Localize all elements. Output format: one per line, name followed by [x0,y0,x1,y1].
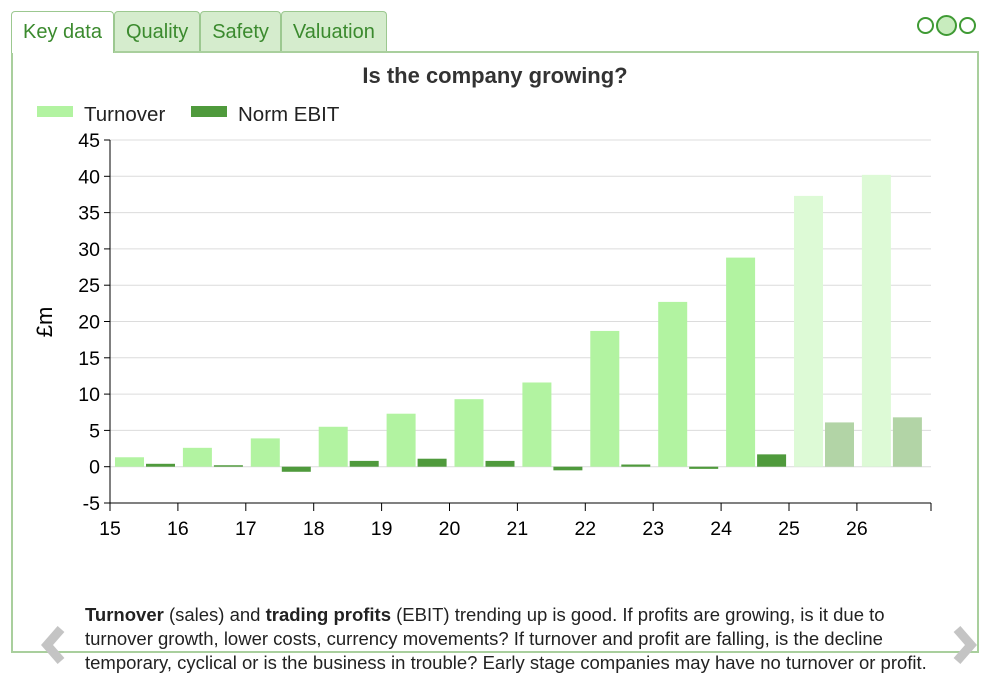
x-tick-label: 22 [574,518,596,540]
y-axis-label: £m [32,307,57,338]
page-dot-1[interactable] [917,17,934,34]
bar-ebit-20 [485,460,515,467]
caption-term-trading-profits: trading profits [265,604,391,625]
y-tick-label: 25 [78,275,100,297]
tab-quality[interactable]: Quality [113,11,201,52]
bar-turnover-18 [318,426,348,467]
legend-swatch-1 [191,106,227,117]
bar-ebit-23 [689,466,719,469]
chart-caption: Turnover (sales) and trading profits (EB… [85,603,943,675]
legend-label-0: Turnover [84,103,165,126]
bar-ebit-21 [553,466,583,471]
x-tick-label: 23 [642,518,664,540]
bar-ebit-22 [621,464,651,467]
y-tick-label: -5 [83,493,100,515]
bar-ebit-16 [213,465,243,467]
x-tick-label: 25 [778,518,800,540]
y-tick-label: 45 [78,130,100,152]
bar-turnover-23 [658,301,688,467]
bar-turnover-19 [386,413,416,467]
tab-valuation[interactable]: Valuation [280,11,387,52]
x-tick-label: 18 [303,518,325,540]
x-tick-label: 21 [507,518,529,540]
bar-turnover-25 [794,195,823,467]
bar-ebit-15 [146,463,175,467]
x-tick-label: 17 [235,518,257,540]
y-tick-label: 5 [89,420,100,442]
bar-turnover-20 [454,399,484,467]
x-tick-label: 15 [99,518,121,540]
y-tick-label: 15 [78,348,100,370]
bar-turnover-17 [250,438,280,467]
legend-swatch-0 [37,106,73,117]
y-tick-label: 35 [78,203,100,225]
bar-turnover-22 [590,330,620,467]
tab-key-data[interactable]: Key data [11,11,114,53]
caption-text-1: (sales) and [163,604,266,625]
bar-turnover-21 [522,382,552,467]
page-dot-3[interactable] [959,17,976,34]
bar-ebit-18 [349,460,379,467]
bar-turnover-26 [861,174,891,467]
legend-label-1: Norm EBIT [238,103,340,126]
chart-panel: Is the company growing? Turnover Norm EBIT… [11,51,979,673]
bar-ebit-17 [281,466,311,472]
x-tick-label: 16 [167,518,189,540]
page-indicator [917,15,976,36]
bar-turnover-15 [115,457,144,467]
y-tick-label: 40 [78,166,100,188]
x-tick-label: 24 [710,518,732,540]
turnover-ebit-chart: Is the company growing? Turnover Norm EBIT… [32,63,932,540]
caption-term-turnover: Turnover [85,604,164,625]
page-dot-2[interactable] [936,15,957,36]
tab-bar: Key data Quality Safety Valuation [11,11,387,53]
bar-ebit-25 [825,422,854,467]
y-tick-label: 10 [78,384,100,406]
chart-title: Is the company growing? [362,63,627,88]
bar-turnover-24 [726,257,756,467]
bar-ebit-19 [417,458,447,467]
bar-turnover-16 [182,447,212,467]
y-tick-label: 20 [78,312,100,334]
x-tick-label: 20 [439,518,461,540]
next-chevron-icon[interactable] [949,625,979,665]
x-tick-label: 19 [371,518,393,540]
previous-chevron-icon[interactable] [39,625,69,665]
bar-ebit-24 [757,454,787,467]
y-tick-label: 30 [78,239,100,261]
x-tick-label: 26 [846,518,868,540]
caption-text-2: (EBIT) trending up is good. If profits a… [85,604,927,673]
tab-safety[interactable]: Safety [200,11,281,52]
bar-ebit-26 [892,417,922,467]
y-tick-label: 0 [89,457,100,479]
